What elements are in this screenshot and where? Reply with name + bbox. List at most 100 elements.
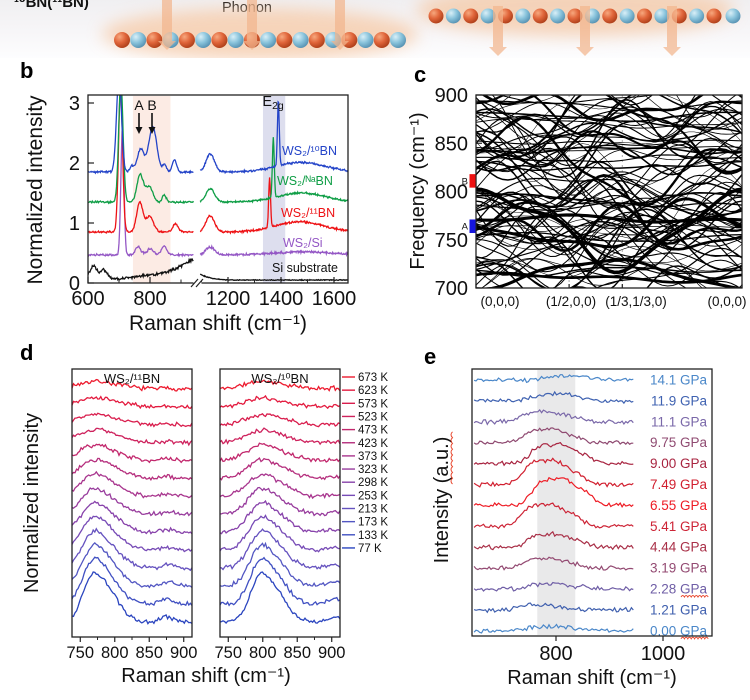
temperature-curve-77K <box>220 571 340 624</box>
panel-e-label: e <box>424 344 437 369</box>
temperature-curve-673K <box>220 379 340 392</box>
plot-frame-d1 <box>219 368 341 638</box>
legend-label: 673 K <box>358 372 388 384</box>
axis-break-mask <box>193 279 202 288</box>
phonon-branch <box>476 139 742 146</box>
temperature-curve-213K <box>220 528 340 571</box>
arrow-head <box>158 41 176 50</box>
series-label: WS₂/ᴺᵃBN <box>277 174 333 188</box>
temperature-curve-253K <box>220 514 340 553</box>
y-tick-label: 850 <box>435 133 468 155</box>
pressure-curve-5 <box>473 457 634 488</box>
axis-break-slash <box>190 278 199 288</box>
temperature-curve-623K <box>72 395 192 410</box>
atom-boron <box>463 8 479 24</box>
legend-label: 373 K <box>358 451 388 463</box>
y-axis-title: Frequency (cm⁻¹) <box>407 112 429 269</box>
phonon-branch <box>476 224 742 228</box>
temperature-curve-423K <box>72 457 192 481</box>
y-axis-title: Intensity (a.u.) <box>431 437 453 564</box>
panel-c-chart: 700 750 800 850 900 (0,0,0) (1/2,0,0) (1/3,1/3,… <box>407 85 747 309</box>
panel-e-chart: 14.1 GPa 11.9 GPa 11.1 GPa 9.75 GPa 9.00 GPa… <box>431 368 713 689</box>
phonon-branch <box>476 205 742 259</box>
atom-nitrogen <box>619 8 635 24</box>
phonon-branch <box>596 272 730 288</box>
phonon-branch <box>476 260 742 288</box>
phonon-branch <box>476 95 742 160</box>
atom-nitrogen <box>515 8 531 24</box>
pressure-label: 9.00 GPa <box>650 456 708 471</box>
y-tick-label: 1 <box>69 213 80 235</box>
subpanel-title: WS₂/¹⁰BN <box>251 371 308 386</box>
atom-boron <box>146 32 163 48</box>
y-tick-label: 800 <box>435 182 468 204</box>
y-axis-title: Normalized intensity <box>21 413 43 593</box>
phonon-arrow <box>663 6 681 56</box>
mode-marker-A <box>469 219 476 233</box>
x-tick-label: 850 <box>283 644 311 662</box>
phonon-branch <box>476 144 742 181</box>
atom-boron <box>637 8 652 24</box>
plot-frame-b <box>87 94 349 284</box>
temperature-curve-523K <box>220 427 340 446</box>
axis-break-slash <box>195 278 204 288</box>
spectrum-curve-2 <box>88 95 348 235</box>
temperature-curve-473K <box>72 443 192 464</box>
spectrum-curve-4 <box>88 95 348 175</box>
plot-frame-d0 <box>71 368 193 638</box>
temperature-curve-77K <box>72 571 192 625</box>
atom-boron <box>276 32 293 48</box>
temperature-curve-323K <box>72 486 192 517</box>
spectrum-curve-0 <box>88 257 348 282</box>
atom-nitrogen <box>480 8 496 24</box>
x-tick-label: 800 <box>101 644 129 662</box>
panel-b-label: b <box>20 58 34 83</box>
pressure-label: 3.19 GPa <box>650 561 708 576</box>
atom-nitrogen <box>227 32 244 48</box>
k-point-label: (0,0,0) <box>707 294 746 309</box>
misspell-underline <box>680 636 709 640</box>
phonon-branch <box>476 146 742 154</box>
temperature-curve-373K <box>72 470 192 499</box>
phonon-branch <box>476 191 742 271</box>
legend-label: 573 K <box>358 398 388 410</box>
pressure-label: 0.00 GPa <box>650 623 708 638</box>
misspell-underline-ylabel <box>450 431 454 485</box>
temperature-curve-623K <box>220 394 340 410</box>
arrow-head <box>576 47 594 56</box>
peak-mark-arrowhead <box>148 127 156 134</box>
atom-nitrogen <box>195 32 212 48</box>
x-tick-label: 1400 <box>259 288 304 310</box>
phonon-branch <box>476 95 742 159</box>
pressure-label: 4.44 GPa <box>650 540 708 555</box>
phonon-branch <box>492 95 737 166</box>
phonon-branch <box>476 131 742 162</box>
temperature-curve-133K <box>72 556 192 607</box>
phonon-branch <box>476 149 742 191</box>
legend-label: 133 K <box>358 530 388 542</box>
pressure-curve-10 <box>473 581 634 592</box>
y-axis-title: Normalized intensity <box>24 95 47 285</box>
arrow-shaft <box>247 0 257 41</box>
x-axis-title: Raman shift (cm⁻¹) <box>507 667 676 689</box>
panel-b-chart: Si substrate WS₂/Si WS₂/¹¹BN WS₂/ᴺᵃBN WS₂/¹⁰… <box>24 93 356 335</box>
spectrum-curve-1 <box>88 128 348 258</box>
pressure-curve-0 <box>473 374 634 384</box>
pressure-label: 6.55 GPa <box>650 498 708 513</box>
phonon-branch <box>476 212 742 276</box>
atom-nitrogen <box>292 32 309 48</box>
legend-label: 213 K <box>358 504 388 516</box>
pressure-label: 11.1 GPa <box>651 414 708 429</box>
arrow-head <box>243 41 261 50</box>
legend-label: 173 K <box>358 517 388 529</box>
legend-label: 473 K <box>358 425 388 437</box>
mode-marker-label: A <box>462 222 469 233</box>
phonon-arrow <box>158 0 176 50</box>
phonon-branch <box>476 95 742 150</box>
phonon-branch <box>476 195 742 250</box>
legend-label: 253 K <box>358 490 388 502</box>
arrow-head <box>331 41 349 50</box>
y-tick-label: 900 <box>435 85 468 107</box>
highlight-band <box>262 96 286 283</box>
